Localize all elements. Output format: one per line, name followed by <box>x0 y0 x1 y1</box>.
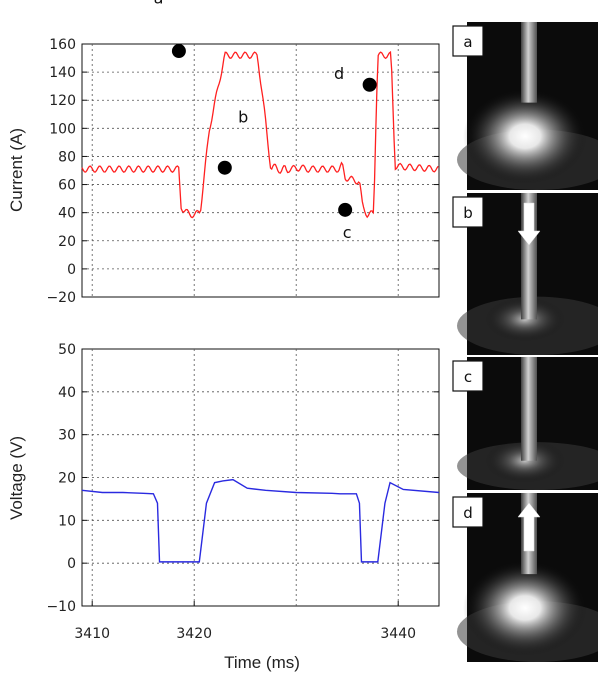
current-y-axis-label: Current (A) <box>7 128 26 212</box>
time-x-tick-label: 3440 <box>380 626 416 642</box>
current-y-tick-label: 100 <box>49 121 76 137</box>
current-series-line <box>81 50 439 219</box>
current-y-tick-label: 0 <box>67 262 76 278</box>
voltage-y-axis-label: Voltage (V) <box>7 436 26 520</box>
electrode-wire <box>521 22 537 103</box>
current-y-tick-label: −20 <box>46 290 76 306</box>
photo-c: c <box>452 357 598 490</box>
photo-strip: a b c d <box>452 22 598 662</box>
current-y-tick-label: 60 <box>58 178 76 194</box>
time-x-tick-label: 3420 <box>176 626 212 642</box>
photo-label-box <box>452 496 484 528</box>
time-x-axis-label: Time (ms) <box>224 653 300 672</box>
annotation-label-a: a <box>154 0 164 7</box>
voltage-y-tick-label: 40 <box>58 385 76 401</box>
annotation-label-c: c <box>343 223 352 242</box>
current-chart: −20 0 20 40 60 80 100 120 140 160 a b c d Current (A… <box>7 0 440 306</box>
current-y-tick-label: 120 <box>49 93 76 109</box>
annotation-point-c <box>338 202 353 217</box>
photo-label-box <box>452 25 484 57</box>
voltage-y-ticks: −10 0 10 20 30 40 50 <box>46 342 439 615</box>
annotation-point-a <box>171 44 186 59</box>
arc-glow <box>463 88 587 185</box>
arc-glow <box>463 559 587 656</box>
annotation-label-b: b <box>238 108 248 127</box>
electrode-wire <box>521 357 537 461</box>
voltage-y-tick-label: −10 <box>46 599 76 615</box>
current-y-tick-label: 160 <box>49 37 76 53</box>
voltage-y-tick-label: 20 <box>58 471 76 487</box>
current-gridlines <box>82 44 439 297</box>
photo-label: a <box>463 33 472 51</box>
photo-label: b <box>463 204 473 222</box>
voltage-y-tick-label: 30 <box>58 428 76 444</box>
annotation-point-b <box>217 160 232 175</box>
voltage-plot-area <box>81 348 440 607</box>
photo-b: b <box>452 193 598 355</box>
time-x-tick-label: 3410 <box>74 626 110 642</box>
current-y-tick-label: 40 <box>58 206 76 222</box>
arrow-down-icon <box>517 202 541 246</box>
current-annotations: a b c d <box>154 0 377 242</box>
photo-label: c <box>464 368 472 386</box>
photo-label-box <box>452 360 484 392</box>
current-y-tick-label: 80 <box>58 149 76 165</box>
voltage-y-tick-label: 10 <box>58 513 76 529</box>
current-y-tick-label: 140 <box>49 65 76 81</box>
annotation-label-d: d <box>334 64 344 83</box>
photo-label-box <box>452 196 484 228</box>
annotation-point-d <box>362 77 377 92</box>
photo-a: a <box>452 22 598 190</box>
current-y-tick-label: 20 <box>58 234 76 250</box>
photo-label: d <box>463 504 473 522</box>
arrow-up-icon <box>517 502 541 552</box>
voltage-y-tick-label: 0 <box>67 556 76 572</box>
photo-d: d <box>452 493 598 662</box>
current-y-ticks: −20 0 20 40 60 80 100 120 140 160 <box>46 37 439 306</box>
voltage-y-tick-label: 50 <box>58 342 76 358</box>
voltage-series-line <box>81 478 440 563</box>
voltage-x-ticks: 3410 3420 3440 <box>74 601 416 642</box>
